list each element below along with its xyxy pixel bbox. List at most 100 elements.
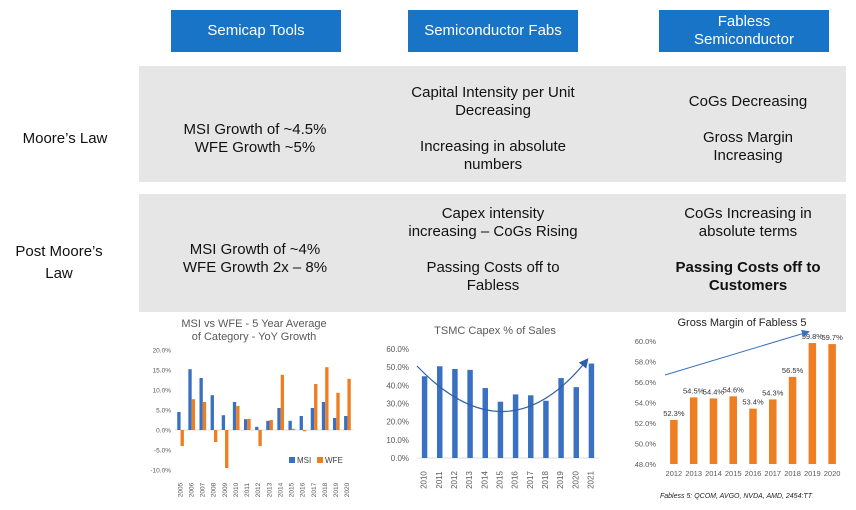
chart3-title: Gross Margin of Fabless 5 [678, 317, 807, 329]
chart3-ytick: 58.0% [635, 358, 657, 367]
chart1-legend: MSI WFE [289, 456, 343, 465]
chart1-bar-wfe [225, 430, 229, 468]
chart1-bar-msi [177, 412, 181, 430]
chart1-xtick: 2009 [222, 482, 229, 497]
chart2-bar [558, 378, 564, 458]
chart1-bar-msi [210, 395, 214, 430]
chart1-bar-wfe [336, 392, 340, 430]
chart1-bar-msi [344, 416, 348, 430]
chart3-bar [808, 343, 817, 464]
chart1-xtick: 2005 [177, 482, 184, 497]
chart1-xtick: 2014 [277, 482, 284, 497]
chart1-xtick: 2019 [333, 482, 340, 497]
chart3-ytick: 52.0% [635, 419, 657, 428]
chart1-bar-msi [299, 416, 303, 430]
chart1-xtick: 2007 [200, 482, 207, 497]
post-moores-fabs-cell: Capex intensity increasing – CoGs Rising… [408, 205, 578, 294]
chart1-bar-wfe [236, 406, 240, 430]
moores-semicap-cell: MSI Growth of ~4.5% WFE Growth ~5% [183, 121, 327, 156]
chart1-bar-msi [288, 420, 292, 430]
chart2-xtick: 2010 [420, 471, 429, 489]
row-label-post-moores-law: Post Moore’s Law [15, 243, 103, 282]
chart1-bar-msi [255, 426, 259, 430]
chart3-xtick: 2020 [824, 469, 841, 478]
chart1-bar-wfe [291, 428, 296, 430]
chart2-xtick: 2018 [541, 471, 550, 489]
chart1-ytick: 5.0% [156, 408, 171, 415]
post-moores-semicap-cell: MSI Growth of ~4% WFE Growth 2x – 8% [182, 241, 328, 276]
chart2-ytick: 30.0% [386, 400, 409, 409]
chart2-bar [543, 400, 549, 458]
tsmc-capex-chart: TSMC Capex % of Sales 60.0% 50.0% 40.0% 30.… [386, 325, 599, 489]
chart2-xtick: 2017 [526, 471, 535, 489]
chart1-bar-wfe [280, 374, 285, 430]
chart1-bar-wfe [347, 378, 351, 430]
chart3-data-label: 59.8% [802, 332, 824, 341]
moores-fabless-cell: CoGs Decreasing Gross Margin Increasing [688, 93, 808, 164]
chart3-data-label: 54.4% [703, 387, 725, 396]
chart2-bar [497, 401, 504, 458]
chart3-bar [788, 376, 797, 464]
legend-msi-label: MSI [297, 456, 311, 465]
chart2-bar [437, 366, 443, 458]
chart1-xtick: 2017 [311, 482, 318, 497]
row-label-moores-law: Moore’s Law [22, 130, 108, 147]
chart3-ytick: 48.0% [635, 460, 657, 469]
chart1-bar-wfe [314, 384, 318, 430]
chart2-xtick: 2015 [496, 471, 505, 489]
chart3-data-label: 59.7% [821, 333, 843, 342]
chart1-bar-msi [266, 420, 270, 430]
chart2-ytick: 50.0% [386, 363, 409, 372]
chart1-bar-wfe [247, 418, 251, 430]
post-moores-fabless-cell: CoGs Increasing in absolute terms Passin… [675, 205, 821, 294]
chart1-bar-msi [199, 378, 203, 430]
chart2-ytick: 0.0% [391, 454, 409, 463]
header-semiconductor-fabs: Semiconductor Fabs [408, 10, 578, 52]
chart3-data-label: 53.4% [742, 398, 764, 407]
chart2-bar [482, 388, 488, 458]
chart3-data-label: 54.3% [762, 388, 784, 397]
chart1-title-line1: MSI vs WFE - 5 Year Average [181, 318, 326, 330]
chart2-xtick: 2013 [465, 471, 474, 489]
chart1-title-line2: of Category - YoY Growth [192, 331, 317, 343]
chart2-ytick: 10.0% [386, 436, 409, 445]
chart3-xtick: 2012 [666, 469, 683, 478]
chart1-ytick: 15.0% [153, 368, 172, 375]
chart1-xtick: 2010 [233, 482, 240, 497]
chart3-ytick: 54.0% [635, 399, 657, 408]
chart3-bar [749, 408, 757, 464]
chart1-xtick: 2006 [188, 482, 195, 497]
chart1-bar-wfe [269, 420, 273, 430]
chart3-ytick: 56.0% [635, 378, 657, 387]
chart3-data-label: 56.5% [782, 366, 804, 375]
chart1-bar-wfe [180, 430, 184, 446]
chart3-xtick: 2019 [804, 469, 821, 478]
chart1-bar-msi [243, 419, 248, 430]
moores-law-band [139, 66, 846, 182]
header-fabless-semiconductor: Fabless Semiconductor [659, 10, 829, 52]
chart1-xtick: 2011 [244, 483, 251, 497]
chart1-ytick: 20.0% [153, 348, 172, 355]
chart2-xtick: 2019 [556, 471, 565, 489]
chart2-xtick: 2016 [511, 471, 520, 489]
chart1-bar-wfe [258, 430, 262, 446]
chart1-ytick: -5.0% [154, 448, 171, 455]
chart1-ytick: 10.0% [153, 388, 172, 395]
legend-wfe-label: WFE [325, 456, 343, 465]
chart3-bar [769, 399, 777, 464]
chart2-ytick: 40.0% [386, 381, 409, 390]
chart2-xtick: 2020 [571, 471, 580, 489]
legend-wfe-swatch [317, 457, 323, 463]
chart1-bar-wfe [213, 430, 218, 442]
chart3-bar [729, 396, 737, 464]
chart1-bar-msi [332, 418, 337, 430]
chart1-bar-msi [221, 415, 226, 430]
chart3-ytick: 60.0% [635, 337, 657, 346]
legend-msi-swatch [289, 457, 295, 463]
chart3-bar [670, 419, 678, 464]
msi-wfe-chart: MSI vs WFE - 5 Year Average of Category … [150, 318, 353, 497]
chart2-bar [452, 368, 458, 458]
chart1-bar-wfe [325, 367, 329, 430]
chart2-bar [528, 395, 534, 458]
chart1-xtick: 2008 [211, 482, 218, 497]
